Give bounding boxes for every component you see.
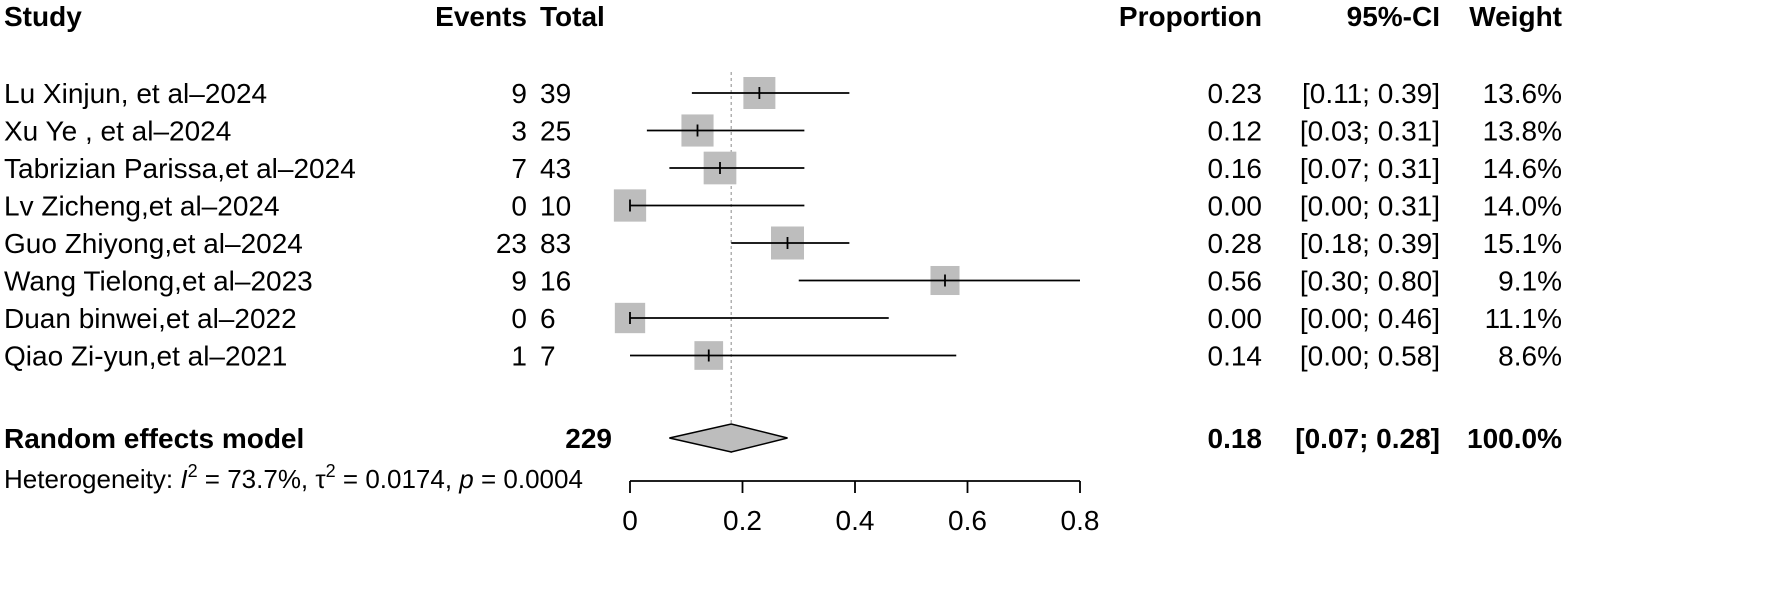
study-weight: 13.8% (1483, 116, 1562, 147)
heterogeneity-text: Heterogeneity: I2 = 73.7%, τ2 = 0.0174, … (4, 461, 583, 494)
study-name: Xu Ye , et al–2024 (4, 116, 231, 147)
study-name: Duan binwei,et al–2022 (4, 303, 297, 334)
study-ci: [0.30; 0.80] (1300, 266, 1440, 297)
study-total: 39 (540, 78, 571, 109)
study-row: Qiao Zi-yun,et al–2021 1 7 0.14 [0.00; 0.58]… (4, 341, 1562, 372)
study-row: Wang Tielong,et al–2023 9 16 0.56 [0.30; 0.8… (4, 266, 1562, 297)
study-weight: 14.0% (1483, 191, 1562, 222)
study-total: 6 (540, 303, 556, 334)
pooled-total: 229 (565, 423, 612, 454)
study-events: 1 (511, 341, 527, 372)
study-proportion: 0.00 (1208, 303, 1263, 334)
header-total: Total (540, 1, 605, 32)
het-tau-sup: 2 (326, 461, 336, 481)
header-events: Events (435, 1, 527, 32)
study-total: 16 (540, 266, 571, 297)
het-p-symbol: p (458, 464, 473, 494)
het-tau-symbol: τ (315, 464, 326, 494)
x-axis: 0 0.2 0.4 0.6 0.8 (622, 480, 1100, 536)
study-ci: [0.07; 0.31] (1300, 153, 1440, 184)
header-row: Study Events Total Proportion 95%-CI Wei… (4, 1, 1562, 32)
het-p-value: = 0.0004 (474, 464, 583, 494)
study-ci: [0.11; 0.39] (1302, 78, 1440, 109)
study-row: Lv Zicheng,et al–2024 0 10 0.00 [0.00; 0.31]… (4, 189, 1562, 222)
header-weight: Weight (1469, 1, 1562, 32)
study-events: 23 (496, 228, 527, 259)
study-weight: 13.6% (1483, 78, 1562, 109)
study-events: 0 (511, 303, 527, 334)
pooled-weight: 100.0% (1467, 423, 1562, 454)
study-proportion: 0.16 (1208, 153, 1263, 184)
study-total: 83 (540, 228, 571, 259)
study-weight: 9.1% (1498, 266, 1562, 297)
header-study: Study (4, 1, 82, 32)
study-name: Qiao Zi-yun,et al–2021 (4, 341, 287, 372)
study-row: Guo Zhiyong,et al–2024 23 83 0.28 [0.18; 0.3… (4, 226, 1562, 260)
study-total: 25 (540, 116, 571, 147)
het-prefix: Heterogeneity: (4, 464, 180, 494)
header-ci: 95%-CI (1347, 1, 1440, 32)
study-name: Lv Zicheng,et al–2024 (4, 191, 280, 222)
pooled-diamond (669, 423, 788, 453)
study-name: Wang Tielong,et al–2023 (4, 266, 313, 297)
study-name: Guo Zhiyong,et al–2024 (4, 228, 303, 259)
pooled-row: Random effects model 229 0.18 [0.07; 0.28] 1… (4, 423, 1562, 454)
x-tick-label: 0.4 (836, 505, 875, 536)
study-events: 3 (511, 116, 527, 147)
study-ci: [0.18; 0.39] (1300, 228, 1440, 259)
x-tick-label: 0 (622, 505, 638, 536)
study-events: 0 (511, 191, 527, 222)
het-i2-symbol: I (180, 464, 187, 494)
study-ci: [0.00; 0.58] (1300, 341, 1440, 372)
x-tick-label: 0.2 (723, 505, 762, 536)
study-total: 43 (540, 153, 571, 184)
study-total: 7 (540, 341, 556, 372)
study-weight: 14.6% (1483, 153, 1562, 184)
het-tau-value: = 0.0174, (336, 464, 460, 494)
study-events: 9 (511, 78, 527, 109)
study-events: 7 (511, 153, 527, 184)
study-ci: [0.00; 0.46] (1300, 303, 1440, 334)
study-proportion: 0.56 (1208, 266, 1263, 297)
study-row: Tabrizian Parissa,et al–2024 7 43 0.16 [0.07… (4, 151, 1562, 185)
study-proportion: 0.12 (1208, 116, 1263, 147)
pooled-ci: [0.07; 0.28] (1295, 423, 1440, 454)
study-events: 9 (511, 266, 527, 297)
study-weight: 15.1% (1483, 228, 1562, 259)
study-ci: [0.03; 0.31] (1300, 116, 1440, 147)
study-name: Lu Xinjun, et al–2024 (4, 78, 267, 109)
x-tick-label: 0.6 (948, 505, 987, 536)
study-row: Lu Xinjun, et al–2024 9 39 0.23 [0.11; 0.39]… (4, 76, 1562, 110)
study-proportion: 0.00 (1208, 191, 1263, 222)
study-total: 10 (540, 191, 571, 222)
study-proportion: 0.14 (1208, 341, 1263, 372)
study-weight: 8.6% (1498, 341, 1562, 372)
het-i2-value: = 73.7%, (198, 464, 316, 494)
pooled-proportion: 0.18 (1208, 423, 1263, 454)
het-i2-sup: 2 (188, 461, 198, 481)
study-name: Tabrizian Parissa,et al–2024 (4, 153, 356, 184)
study-weight: 11.1% (1485, 303, 1562, 334)
study-row: Duan binwei,et al–2022 0 6 0.00 [0.00; 0.46]… (4, 302, 1562, 334)
study-proportion: 0.23 (1208, 78, 1263, 109)
study-proportion: 0.28 (1208, 228, 1263, 259)
x-tick-label: 0.8 (1061, 505, 1100, 536)
header-proportion: Proportion (1119, 1, 1262, 32)
study-rows: Lu Xinjun, et al–2024 9 39 0.23 [0.11; 0.39]… (4, 76, 1562, 372)
pooled-label: Random effects model (4, 423, 304, 454)
study-row: Xu Ye , et al–2024 3 25 0.12 [0.03; 0.31] 13.… (4, 114, 1562, 147)
study-ci: [0.00; 0.31] (1300, 191, 1440, 222)
